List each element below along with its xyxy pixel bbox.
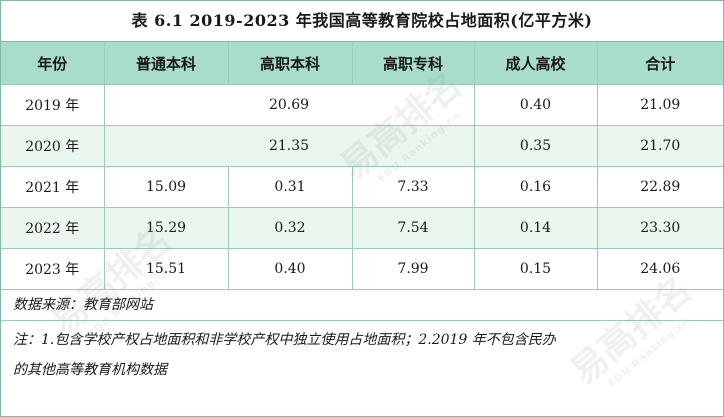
cell-adult: 0.16 (473, 166, 598, 208)
footnote: 注：1.包含学校产权占地面积和非学校产权中独立使用占地面积；2.2019 年不包… (1, 321, 723, 385)
header-undergrad: 普通本科 (103, 42, 229, 85)
footnote-line-2: 的其他高等教育机构数据 (13, 362, 167, 378)
table-row: 2019 年 20.69 0.40 21.09 (1, 84, 723, 126)
source-note: 数据来源：教育部网站 (1, 290, 723, 321)
cell-total: 24.06 (596, 248, 723, 290)
cell-merged: 20.69 (103, 84, 475, 126)
cell-total: 23.30 (596, 207, 723, 249)
cell-voc-college: 7.33 (351, 166, 475, 208)
cell-year: 2020 年 (1, 125, 105, 167)
header-voc-college: 高职专科 (351, 42, 475, 85)
header-total: 合计 (596, 42, 723, 85)
cell-voc-bachelor: 0.40 (227, 248, 353, 290)
cell-voc-college: 7.54 (351, 207, 475, 249)
data-table: 年份 普通本科 高职本科 高职专科 成人高校 合计 2019 年 20.69 0… (1, 42, 723, 290)
cell-undergrad: 15.29 (103, 207, 229, 249)
table-row: 2021 年 15.09 0.31 7.33 0.16 22.89 (1, 166, 723, 208)
cell-adult: 0.40 (473, 84, 598, 126)
cell-year: 2021 年 (1, 166, 105, 208)
table-row: 2020 年 21.35 0.35 21.70 (1, 125, 723, 167)
cell-total: 21.09 (596, 84, 723, 126)
footnote-line-1: 注：1.包含学校产权占地面积和非学校产权中独立使用占地面积；2.2019 年不包… (13, 332, 556, 348)
cell-undergrad: 15.09 (103, 166, 229, 208)
table-row: 2023 年 15.51 0.40 7.99 0.15 24.06 (1, 248, 723, 290)
header-adult: 成人高校 (473, 42, 598, 85)
header-voc-bachelor: 高职本科 (227, 42, 353, 85)
table-title: 表 6.1 2019-2023 年我国高等教育院校占地面积(亿平方米) (1, 1, 723, 42)
cell-voc-bachelor: 0.31 (227, 166, 353, 208)
cell-adult: 0.35 (473, 125, 598, 167)
header-row: 年份 普通本科 高职本科 高职专科 成人高校 合计 (1, 42, 723, 85)
cell-voc-bachelor: 0.32 (227, 207, 353, 249)
cell-year: 2023 年 (1, 248, 105, 290)
table-row: 2022 年 15.29 0.32 7.54 0.14 23.30 (1, 207, 723, 249)
cell-adult: 0.15 (473, 248, 598, 290)
cell-adult: 0.14 (473, 207, 598, 249)
cell-voc-college: 7.99 (351, 248, 475, 290)
cell-total: 22.89 (596, 166, 723, 208)
cell-year: 2019 年 (1, 84, 105, 126)
header-year: 年份 (1, 42, 105, 85)
cell-undergrad: 15.51 (103, 248, 229, 290)
cell-year: 2022 年 (1, 207, 105, 249)
cell-merged: 21.35 (103, 125, 475, 167)
cell-total: 21.70 (596, 125, 723, 167)
